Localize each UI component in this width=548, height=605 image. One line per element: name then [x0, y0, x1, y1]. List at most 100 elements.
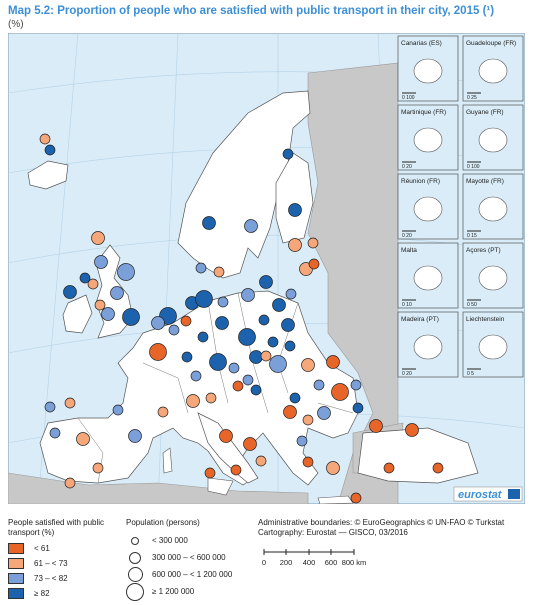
- city-circle: [204, 467, 216, 479]
- city-circle: [122, 308, 140, 326]
- city-circle: [284, 340, 296, 352]
- inset-label: Madeira (PT): [401, 316, 439, 323]
- city-circle: [432, 462, 444, 474]
- city-circle: [250, 384, 262, 396]
- inset-a-ores-pt: Açores (PT) 0 50: [462, 242, 524, 309]
- scale-tick: 0: [262, 558, 266, 567]
- city-circle: [186, 394, 200, 408]
- city-circle: [94, 255, 108, 269]
- legend-pop-label: ≥ 1 200 000: [152, 587, 195, 596]
- city-circle: [383, 462, 395, 474]
- city-circle: [302, 414, 314, 426]
- legend-pop-class: < 300 000: [126, 532, 256, 549]
- credits-line2: Cartography: Eurostat — GISCO, 03/2016: [258, 528, 408, 537]
- city-circle: [272, 298, 286, 312]
- legend-satisfaction-title: People satisfied with public transport (…: [8, 518, 105, 537]
- city-circle: [317, 406, 331, 420]
- inset-malta: Malta 0 10: [397, 242, 459, 309]
- city-circle: [202, 216, 216, 230]
- inset-label: Guadeloupe (FR): [466, 40, 516, 47]
- inset-mayotte-fr: Mayotte (FR) 0 15: [462, 173, 524, 240]
- city-circle: [44, 401, 56, 413]
- finland: [275, 152, 314, 244]
- legend-pop-class: ≥ 1 200 000: [126, 582, 256, 601]
- ireland: [62, 294, 93, 334]
- scale-tick: 200: [280, 558, 293, 567]
- inset-label: Malta: [401, 247, 417, 254]
- city-circle: [157, 406, 169, 418]
- legend-satisfaction: People satisfied with public transport (…: [8, 518, 126, 601]
- city-circle: [350, 379, 362, 391]
- sardinia: [162, 447, 173, 474]
- map-title: Map 5.2: Proportion of people who are sa…: [8, 4, 543, 18]
- inset-label: Mayotte (FR): [466, 178, 504, 185]
- legend-swatch: [8, 573, 24, 584]
- eurostat-logo: eurostat: [453, 486, 523, 502]
- city-circle: [168, 324, 180, 336]
- city-circle: [282, 148, 294, 160]
- city-circle: [326, 355, 340, 369]
- legend-pop-class: 300 000 – < 600 000: [126, 549, 256, 566]
- legend-swatch: [8, 558, 24, 569]
- inset-label: Martinique (FR): [401, 109, 446, 116]
- city-circle: [288, 238, 302, 252]
- city-circle: [244, 219, 258, 233]
- inset-scale: 0 25: [467, 95, 477, 101]
- legend-pop-circle: [131, 536, 139, 545]
- city-circle: [205, 392, 217, 404]
- legend-label: 73 – < 82: [34, 574, 68, 583]
- city-circle: [101, 307, 115, 321]
- city-circle: [301, 358, 315, 372]
- city-circle: [180, 315, 192, 327]
- city-circle: [289, 392, 301, 404]
- city-circle: [238, 328, 256, 346]
- city-circle: [92, 462, 104, 474]
- scale-tick: 400: [303, 558, 316, 567]
- inset-scale: 0 5: [467, 371, 474, 377]
- inset-guadeloupe-fr: Guadeloupe (FR) 0 25: [462, 35, 524, 102]
- city-circle: [313, 379, 325, 391]
- city-symbols: [39, 133, 444, 504]
- city-circle: [213, 266, 225, 278]
- legend-pop-circle: [126, 582, 144, 601]
- inset-scale: 0 20: [402, 233, 412, 239]
- inset-label: Réunion (FR): [401, 178, 440, 185]
- city-circle: [209, 353, 227, 371]
- legend-swatch: [8, 588, 24, 599]
- inset-madeira-pt: Madeira (PT) 0 20: [397, 311, 459, 378]
- credits: Administrative boundaries: © EuroGeograp…: [258, 518, 543, 538]
- inset-scale: 0 15: [467, 233, 477, 239]
- legend-pop-circle: [127, 567, 143, 582]
- city-circle: [215, 316, 229, 330]
- city-circle: [190, 370, 202, 382]
- inset-label: Canarias (ES): [401, 40, 442, 47]
- city-circle: [63, 285, 77, 299]
- city-circle: [91, 231, 105, 245]
- city-circle: [151, 316, 165, 330]
- city-circle: [197, 331, 209, 343]
- inset-scale: 0 20: [402, 164, 412, 170]
- city-circle: [232, 380, 244, 392]
- legend-class: < 61: [8, 541, 126, 556]
- city-circle: [49, 427, 61, 439]
- legend-population-title: Population (persons): [126, 518, 200, 527]
- city-circle: [352, 402, 364, 414]
- scale-bar: 0 200 400 600 800 km: [258, 548, 378, 572]
- city-circle: [243, 437, 257, 451]
- city-circle: [331, 383, 349, 401]
- city-circle: [64, 477, 76, 489]
- legend-pop-label: 600 000 – < 1 200 000: [152, 570, 233, 579]
- city-circle: [269, 355, 287, 373]
- city-circle: [296, 435, 308, 447]
- legend-pop-label: 300 000 – < 600 000: [152, 553, 226, 562]
- map-unit: (%): [8, 19, 24, 30]
- city-circle: [249, 350, 263, 364]
- city-circle: [87, 278, 99, 290]
- city-circle: [39, 133, 51, 145]
- scale-tick: 600: [325, 558, 338, 567]
- city-circle: [281, 318, 295, 332]
- city-circle: [326, 461, 340, 475]
- legend-class: ≥ 82: [8, 586, 126, 601]
- inset-martinique-fr: Martinique (FR) 0 20: [397, 104, 459, 171]
- city-circle: [79, 272, 91, 284]
